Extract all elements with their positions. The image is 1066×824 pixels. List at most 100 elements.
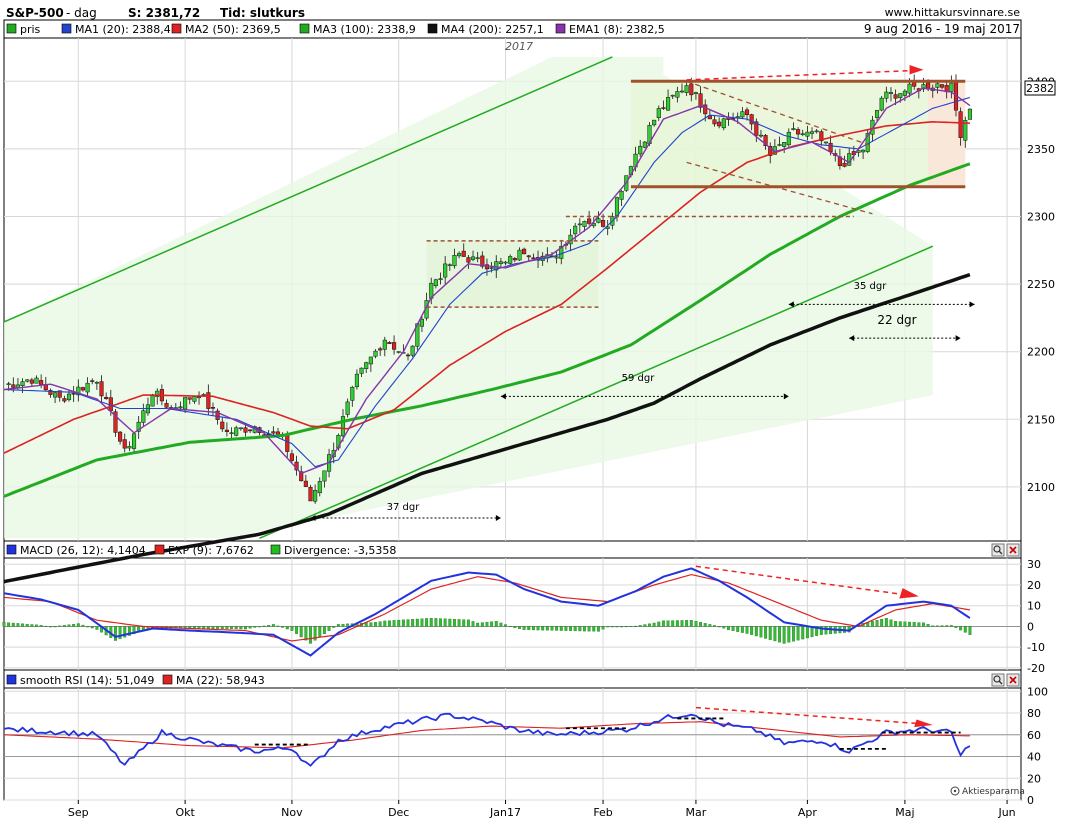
histogram-bar (378, 621, 382, 627)
histogram-bar (439, 618, 442, 627)
candle-body (34, 377, 39, 384)
macd-close-icon[interactable] (1006, 543, 1020, 557)
candle-body (299, 471, 304, 482)
candle-body (749, 114, 754, 125)
legend-label: MA3 (100): 2338,9 (313, 23, 416, 36)
header-period: - dag (66, 6, 97, 20)
histogram-bar (713, 625, 716, 627)
channel-lower-line (259, 245, 934, 539)
price-y-tick-label: 2350 (1027, 143, 1055, 156)
price-y-tick-label: 2300 (1027, 210, 1055, 223)
header-site[interactable]: www.hittakursvinnare.se (885, 6, 1021, 19)
histogram-bar (67, 624, 71, 627)
candle-body (433, 279, 438, 287)
x-tick-label: Maj (895, 806, 914, 819)
histogram-bar (564, 626, 568, 631)
candle-body (661, 107, 666, 109)
legend-swatch (154, 544, 165, 555)
histogram-bar (420, 618, 424, 627)
histogram-bar (490, 621, 494, 627)
x-tick-label: Apr (798, 806, 818, 819)
histogram-bar (415, 618, 419, 627)
candle-body (192, 396, 197, 402)
histogram-bar (86, 626, 90, 628)
legend-swatch (6, 23, 17, 34)
histogram-bar (518, 626, 521, 629)
candle-body (66, 393, 72, 401)
macd-legend-bar (3, 540, 1022, 559)
macd-y-tick-label: -20 (1027, 662, 1045, 675)
histogram-bar (587, 626, 591, 632)
candle-body (526, 255, 531, 258)
candle-body (317, 481, 322, 494)
histogram-bar (708, 624, 712, 627)
candle-body (679, 90, 685, 93)
histogram-bar (397, 619, 401, 627)
candle-body (76, 386, 81, 396)
rsi-y-tick-label: 40 (1027, 751, 1041, 764)
histogram-bar (309, 626, 312, 644)
histogram-bar (466, 619, 470, 627)
histogram-bar (819, 626, 823, 635)
candle-body (62, 398, 67, 402)
candle-body (340, 416, 346, 437)
histogram-bar (114, 626, 117, 641)
price-trend-arrow-line (686, 69, 915, 81)
candle-body (438, 278, 443, 280)
candle-body (345, 401, 350, 415)
histogram-bar (782, 626, 786, 644)
candle-body (150, 395, 155, 407)
price-y-tick-label: 2250 (1027, 278, 1055, 291)
histogram-bar (954, 626, 958, 628)
candle-body (893, 94, 898, 99)
ma20-line (3, 96, 971, 468)
histogram-bar (675, 620, 679, 627)
histogram-bar (16, 623, 20, 627)
histogram-bar (527, 626, 531, 631)
histogram-bar (332, 626, 336, 628)
macd-y-tick-label: 0 (1027, 620, 1034, 633)
histogram-bar (406, 619, 410, 627)
candle-body (11, 384, 16, 388)
histogram-bar (541, 626, 545, 631)
measure-37-dgr-head-right (495, 515, 501, 522)
candle-body (758, 134, 763, 137)
histogram-bar (253, 626, 257, 628)
price-legend-bar (3, 19, 1022, 39)
legend-label: pris (20, 23, 41, 36)
histogram-bar (304, 626, 308, 641)
candle-body (359, 367, 364, 374)
candle-body (113, 411, 118, 433)
measure-35-dgr-head-left (788, 301, 794, 308)
rsi-panel-frame (3, 687, 1022, 801)
candle-body (642, 141, 647, 148)
candle-body (131, 433, 137, 449)
candle-body (447, 264, 452, 266)
candle-body (698, 93, 703, 108)
histogram-bar (206, 626, 210, 629)
histogram-bar (132, 626, 136, 635)
histogram-bar (383, 620, 387, 627)
candle-body (127, 446, 132, 449)
legend-label: MA1 (20): 2388,4 (75, 23, 171, 36)
rsi-arrow-head (914, 719, 933, 728)
candle-body (512, 258, 517, 261)
candle-body (693, 92, 698, 95)
candle-body (782, 142, 787, 147)
histogram-bar (699, 622, 703, 627)
candle-body (313, 490, 318, 502)
histogram-bar (880, 619, 884, 627)
histogram-bar (764, 626, 768, 639)
candle-body (614, 197, 620, 216)
histogram-bar (931, 625, 935, 627)
rsi-zoom-icon[interactable] (991, 673, 1005, 687)
histogram-bar (341, 623, 345, 627)
macd-zoom-icon[interactable] (991, 543, 1005, 557)
rsi-close-icon[interactable] (1006, 673, 1020, 687)
histogram-bar (903, 621, 907, 627)
candle-body (921, 84, 926, 90)
histogram-bar (513, 626, 517, 628)
candle-body (940, 84, 945, 88)
measure-59-dgr-head-left (500, 393, 506, 400)
histogram-bar (726, 626, 730, 631)
